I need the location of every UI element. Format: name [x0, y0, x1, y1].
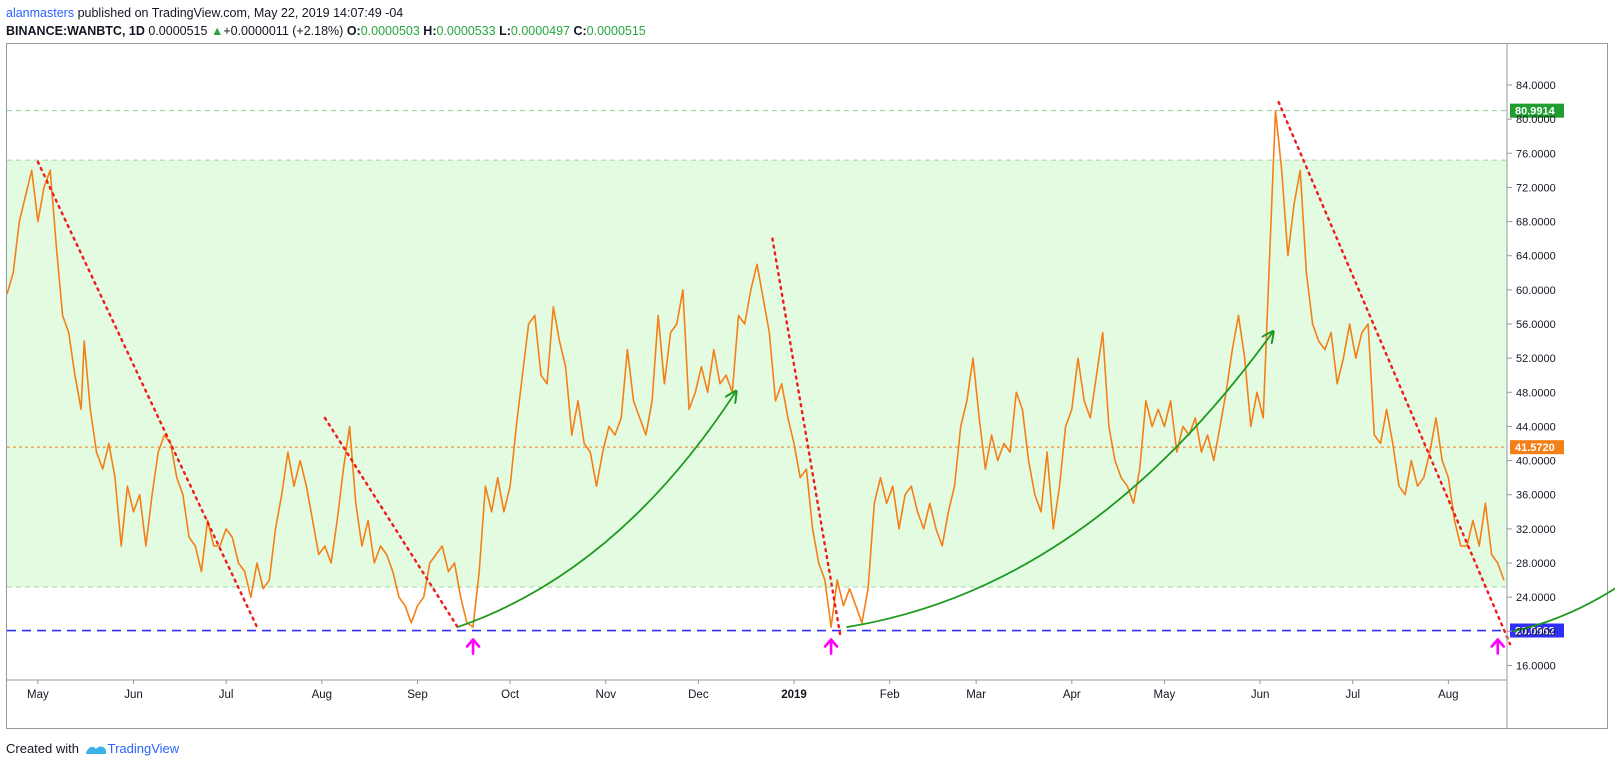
open-label: O:: [346, 24, 361, 38]
x-tick-label: Mar: [966, 689, 986, 701]
x-tick-label: Sep: [407, 689, 427, 701]
last-price: 0.0000515: [148, 24, 208, 38]
price-line[interactable]: [6, 109, 1505, 628]
current-price-label: 41.5720: [1515, 442, 1555, 454]
author-link[interactable]: alanmasters: [6, 6, 75, 20]
y-tick-label: 80.0000: [1516, 114, 1556, 126]
published-text: published on TradingView.com, May 22, 20…: [77, 6, 404, 20]
x-tick-label: Jul: [219, 689, 234, 701]
resistance-price-tag: [1510, 103, 1564, 118]
range-zone: [7, 160, 1507, 587]
x-tick-label: May: [1154, 689, 1176, 701]
y-tick-label: 48.0000: [1516, 387, 1556, 399]
y-tick-label: 60.0000: [1516, 285, 1556, 297]
y-tick-label: 64.0000: [1516, 251, 1556, 263]
downtrend-line[interactable]: [771, 237, 842, 637]
chart-header: alanmasters published on TradingView.com…: [6, 4, 646, 40]
open-value: 0.0000503: [360, 24, 420, 38]
high-value: 0.0000533: [436, 24, 496, 38]
x-tick-label: May: [27, 689, 49, 701]
projection-curve-arrow[interactable]: [1512, 392, 1615, 633]
close-value: 0.0000515: [586, 24, 646, 38]
y-tick-label: 28.0000: [1516, 558, 1556, 570]
bottom-marker-arrow-icon: [1490, 638, 1506, 655]
support-price-tag: [1510, 623, 1564, 638]
chart-frame: [6, 43, 1608, 729]
close-label: C:: [573, 24, 587, 38]
x-tick-label: Oct: [501, 689, 520, 701]
x-tick-label: Nov: [596, 689, 617, 701]
y-tick-label: 32.0000: [1516, 524, 1556, 536]
y-tick-label: 36.0000: [1516, 490, 1556, 502]
y-tick-label: 40.0000: [1516, 456, 1556, 468]
publish-line: alanmasters published on TradingView.com…: [6, 4, 646, 22]
tradingview-logo-icon: [85, 746, 106, 755]
x-tick-label: Dec: [688, 689, 709, 701]
high-label: H:: [423, 24, 437, 38]
y-tick-label: 20.0000: [1516, 626, 1556, 638]
price-change: +0.0000011 (+2.18%): [223, 24, 344, 38]
x-tick-label: Aug: [312, 689, 332, 701]
x-tick-label: Jun: [124, 689, 143, 701]
y-tick-label: 24.0000: [1516, 592, 1556, 604]
downtrend-line[interactable]: [1277, 100, 1512, 646]
resistance-price-label: 80.9914: [1515, 106, 1556, 118]
symbol-label[interactable]: BINANCE:WANBTC, 1D: [6, 24, 145, 38]
downtrend-line[interactable]: [36, 160, 259, 629]
y-tick-label: 16.0000: [1516, 660, 1556, 672]
y-tick-label: 44.0000: [1516, 421, 1556, 433]
low-label: L:: [499, 24, 511, 38]
projection-curve-arrow[interactable]: [846, 333, 1273, 628]
y-tick-label: 84.0000: [1516, 80, 1556, 92]
downtrend-line[interactable]: [323, 416, 459, 629]
bottom-marker-arrow-icon: [465, 638, 481, 655]
x-tick-label: Aug: [1438, 689, 1458, 701]
projection-curve-arrow[interactable]: [457, 392, 736, 628]
bottom-marker-arrow-icon: [823, 638, 839, 655]
footer: Created with TradingView: [6, 741, 179, 756]
created-with-text: Created with: [6, 741, 79, 756]
y-tick-label: 68.0000: [1516, 217, 1556, 229]
x-tick-label: 2019: [781, 689, 807, 701]
tradingview-brand[interactable]: TradingView: [107, 741, 180, 756]
x-tick-label: Feb: [880, 689, 900, 701]
x-tick-label: Apr: [1063, 689, 1081, 701]
y-tick-label: 56.0000: [1516, 319, 1556, 331]
x-tick-label: Jun: [1251, 689, 1270, 701]
low-value: 0.0000497: [510, 24, 570, 38]
ohlc-line: BINANCE:WANBTC, 1D 0.0000515 ▲+0.0000011…: [6, 22, 646, 40]
y-tick-label: 52.0000: [1516, 353, 1556, 365]
y-tick-label: 72.0000: [1516, 182, 1556, 194]
x-tick-label: Jul: [1345, 689, 1360, 701]
current-price-tag: [1510, 440, 1564, 455]
y-tick-label: 76.0000: [1516, 148, 1556, 160]
up-arrow-icon: ▲: [210, 24, 224, 38]
